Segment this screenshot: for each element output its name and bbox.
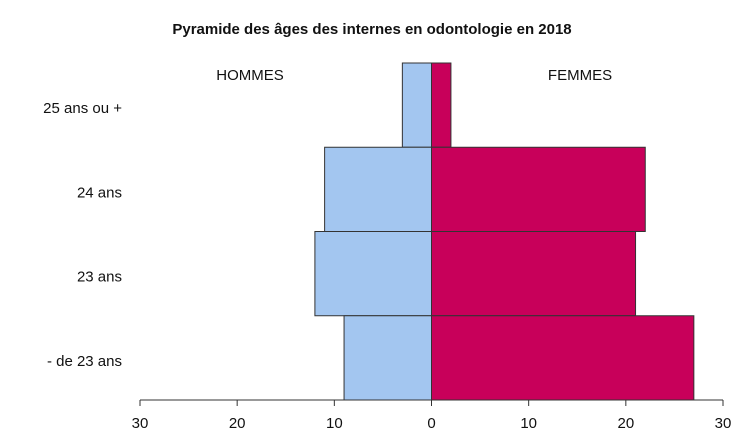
legend-label: HOMMES [216, 67, 284, 84]
bar [431, 315, 695, 401]
x-tick-label: 20 [229, 415, 246, 432]
chart-title: Pyramide des âges des internes en odonto… [172, 21, 571, 38]
x-tick-label: 30 [132, 415, 149, 432]
x-tick-label: 30 [715, 415, 732, 432]
bar [431, 62, 452, 148]
y-tick-label: 25 ans ou + [43, 100, 122, 117]
x-tick-label: 10 [326, 415, 343, 432]
bar [324, 146, 432, 232]
bar [314, 231, 432, 317]
x-tick-label: 0 [427, 415, 435, 432]
x-tick-label: 20 [617, 415, 634, 432]
x-tick-label: 10 [520, 415, 537, 432]
bar [401, 62, 433, 148]
legend-label: FEMMES [548, 67, 612, 84]
y-tick-label: - de 23 ans [47, 353, 122, 370]
y-tick-label: 23 ans [77, 269, 122, 286]
bar [431, 231, 637, 317]
y-tick-label: 24 ans [77, 184, 122, 201]
bar [431, 146, 646, 232]
bar [343, 315, 432, 401]
